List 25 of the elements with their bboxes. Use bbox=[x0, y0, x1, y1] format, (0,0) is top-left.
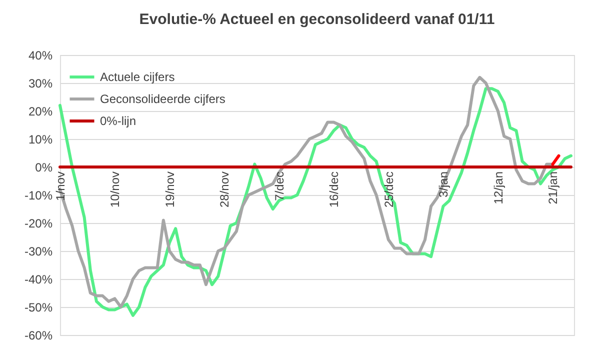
legend-label: Actuele cijfers bbox=[100, 70, 175, 84]
x-tick-label: 25/dec bbox=[382, 172, 396, 208]
y-tick-label: -10% bbox=[24, 188, 53, 202]
y-tick-label: 0% bbox=[35, 160, 53, 174]
legend-label: 0%-lijn bbox=[100, 114, 136, 128]
x-tick-label: 19/nov bbox=[162, 172, 177, 208]
x-tick-label: 3/jan bbox=[436, 172, 451, 198]
x-tick-label: 21/jan bbox=[546, 172, 560, 204]
x-tick-label: 10/nov bbox=[108, 172, 122, 208]
x-tick-label: 1/nov bbox=[54, 172, 68, 201]
y-tick-label: 30% bbox=[28, 76, 53, 90]
y-tick-label: -50% bbox=[24, 300, 53, 314]
y-tick-label: -20% bbox=[24, 216, 53, 230]
y-tick-label: -40% bbox=[24, 272, 53, 286]
x-tick-label: 7/dec bbox=[272, 172, 286, 201]
x-tick-label: 28/nov bbox=[218, 172, 232, 208]
y-tick-label: 20% bbox=[28, 104, 53, 118]
y-tick-label: -60% bbox=[24, 328, 53, 342]
y-tick-label: 40% bbox=[28, 48, 53, 62]
y-tick-label: 10% bbox=[28, 132, 53, 146]
legend-label: Geconsolideerde cijfers bbox=[100, 92, 226, 106]
x-tick-label: 16/dec bbox=[327, 172, 342, 208]
x-tick-label: 12/jan bbox=[491, 172, 506, 204]
chart-title: Evolutie-% Actueel en geconsolideerd vanaf 01/11 bbox=[139, 11, 495, 28]
y-tick-label: -30% bbox=[24, 244, 53, 258]
